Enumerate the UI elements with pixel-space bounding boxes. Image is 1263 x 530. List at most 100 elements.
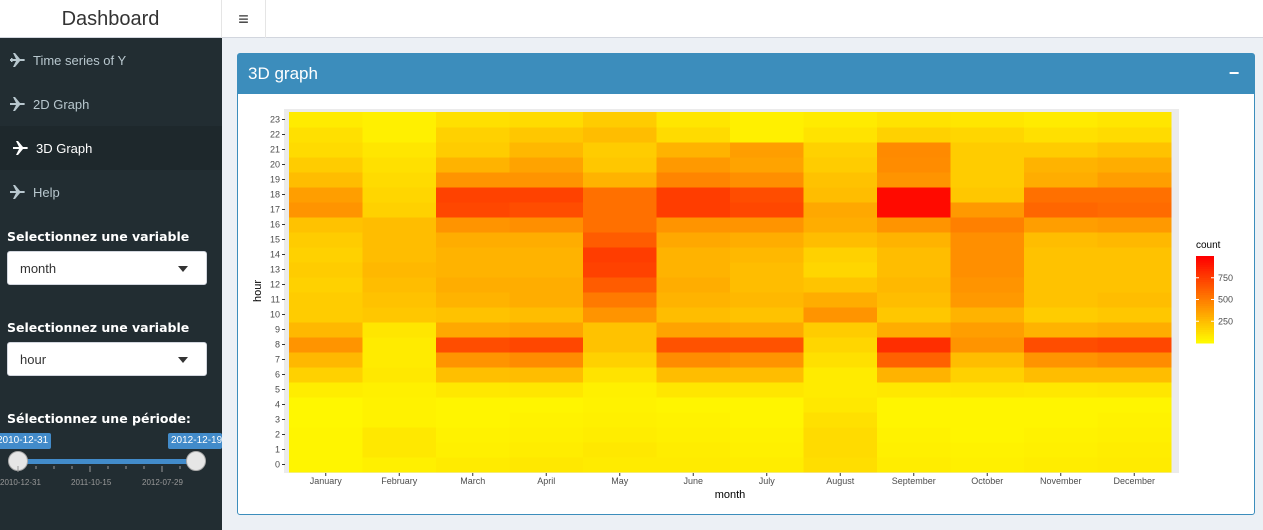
heatmap-cell bbox=[509, 457, 584, 473]
heatmap-cell bbox=[362, 202, 437, 218]
x-axis-label: month bbox=[715, 489, 746, 501]
heatmap-cell bbox=[1024, 382, 1098, 398]
heatmap-cell bbox=[950, 352, 1025, 368]
heatmap-cell bbox=[509, 292, 584, 308]
period-slider-track[interactable] bbox=[18, 459, 196, 464]
heatmap-cell bbox=[656, 232, 731, 248]
legend-gradient-step bbox=[1196, 323, 1214, 327]
heatmap-cell bbox=[1097, 262, 1172, 278]
y-variable-select[interactable]: hour bbox=[7, 342, 207, 376]
heatmap-cell bbox=[730, 172, 804, 188]
box-header: 3D graph − bbox=[238, 54, 1254, 94]
heatmap-cell bbox=[289, 457, 363, 473]
heatmap-cell bbox=[730, 262, 804, 278]
heatmap-cell bbox=[436, 187, 510, 203]
heatmap-cell bbox=[583, 352, 657, 368]
heatmap-cell bbox=[509, 412, 584, 428]
x-tick-label: April bbox=[537, 476, 555, 486]
x-tick-label: May bbox=[611, 476, 629, 486]
sidebar-item-2d-graph[interactable]: 2D Graph bbox=[0, 82, 222, 126]
heatmap-cell bbox=[289, 172, 363, 188]
heatmap-cell bbox=[730, 397, 804, 413]
heatmap-cell bbox=[950, 397, 1025, 413]
heatmap-cell bbox=[583, 202, 657, 218]
sidebar-item-3d-graph[interactable]: 3D Graph bbox=[0, 126, 222, 170]
heatmap-cell bbox=[583, 382, 657, 398]
y-tick-label: 8 bbox=[275, 340, 280, 350]
heatmap-cell bbox=[1097, 322, 1172, 338]
top-navbar: Dashboard ≡ bbox=[0, 0, 1263, 38]
sidebar-toggle-button[interactable]: ≡ bbox=[222, 0, 266, 38]
sidebar-item-time-series[interactable]: Time series of Y bbox=[0, 38, 222, 82]
slider-tick-label: 2011-10-15 bbox=[71, 478, 112, 487]
heatmap-cell bbox=[509, 427, 584, 443]
slider-to-value: 2012-12-19 bbox=[168, 433, 222, 449]
heatmap-cell bbox=[509, 352, 584, 368]
heatmap-cell bbox=[289, 427, 363, 443]
heatmap-cell bbox=[730, 127, 804, 143]
heatmap-cell bbox=[877, 187, 951, 203]
y-tick-label: 23 bbox=[270, 115, 280, 125]
heatmap-cell bbox=[436, 217, 510, 233]
y-tick-label: 7 bbox=[275, 355, 280, 365]
heatmap-cell bbox=[656, 352, 731, 368]
y-tick-label: 17 bbox=[270, 205, 280, 215]
heatmap-cell bbox=[1024, 142, 1098, 158]
heatmap-cell bbox=[362, 112, 437, 128]
legend-gradient-step bbox=[1196, 292, 1214, 296]
legend-gradient-step bbox=[1196, 319, 1214, 322]
heatmap-cell bbox=[950, 412, 1025, 428]
variable-select-label: Selectionnez une variable bbox=[7, 320, 190, 335]
heatmap-cell bbox=[436, 457, 510, 473]
x-variable-select[interactable]: month bbox=[7, 251, 207, 285]
heatmap-cell bbox=[877, 262, 951, 278]
heatmap-cell bbox=[583, 397, 657, 413]
heatmap-cell bbox=[509, 112, 584, 128]
heatmap-cell bbox=[289, 352, 363, 368]
heatmap-cell bbox=[362, 307, 437, 323]
heatmap-cell bbox=[509, 442, 584, 458]
heatmap-cell bbox=[656, 292, 731, 308]
sidebar-item-help[interactable]: Help bbox=[0, 170, 222, 214]
heatmap-cell bbox=[656, 172, 731, 188]
heatmap-cell bbox=[803, 202, 878, 218]
heatmap-cell bbox=[730, 367, 804, 383]
heatmap-cell bbox=[877, 172, 951, 188]
collapse-button[interactable]: − bbox=[1228, 63, 1240, 83]
heatmap-cell bbox=[730, 112, 804, 128]
y-tick-label: 6 bbox=[275, 370, 280, 380]
slider-to-handle[interactable] bbox=[186, 451, 206, 471]
legend-gradient-step bbox=[1196, 329, 1214, 333]
heatmap-cell bbox=[289, 232, 363, 248]
heatmap-cell bbox=[656, 397, 731, 413]
heatmap-cell bbox=[1024, 367, 1098, 383]
heatmap-cell bbox=[803, 322, 878, 338]
heatmap-cell bbox=[436, 322, 510, 338]
heatmap-cell bbox=[289, 157, 363, 173]
heatmap-cell bbox=[803, 307, 878, 323]
heatmap-cell bbox=[656, 367, 731, 383]
legend-gradient-step bbox=[1196, 334, 1214, 337]
heatmap-cell bbox=[583, 277, 657, 293]
legend-gradient-step bbox=[1196, 290, 1214, 294]
heatmap-cell bbox=[1024, 262, 1098, 278]
legend-gradient-step bbox=[1196, 314, 1214, 318]
dropdown-caret-icon bbox=[178, 357, 188, 363]
heatmap-cell bbox=[950, 442, 1025, 458]
heatmap-cell bbox=[730, 412, 804, 428]
heatmap-cell bbox=[289, 127, 363, 143]
heatmap-cell bbox=[1097, 307, 1172, 323]
heatmap-cell bbox=[289, 247, 363, 263]
heatmap-cell bbox=[730, 247, 804, 263]
plane-icon bbox=[9, 53, 27, 67]
legend-gradient-step bbox=[1196, 310, 1214, 314]
heatmap-cell bbox=[436, 307, 510, 323]
y-tick-label: 2 bbox=[275, 430, 280, 440]
heatmap-cell bbox=[1024, 112, 1098, 128]
x-tick-label: August bbox=[826, 476, 855, 486]
sidebar-item-label: 3D Graph bbox=[36, 140, 93, 156]
heatmap-cell bbox=[583, 412, 657, 428]
heatmap-cell bbox=[656, 382, 731, 398]
legend-gradient-step bbox=[1196, 325, 1214, 329]
heatmap-cell bbox=[583, 247, 657, 263]
